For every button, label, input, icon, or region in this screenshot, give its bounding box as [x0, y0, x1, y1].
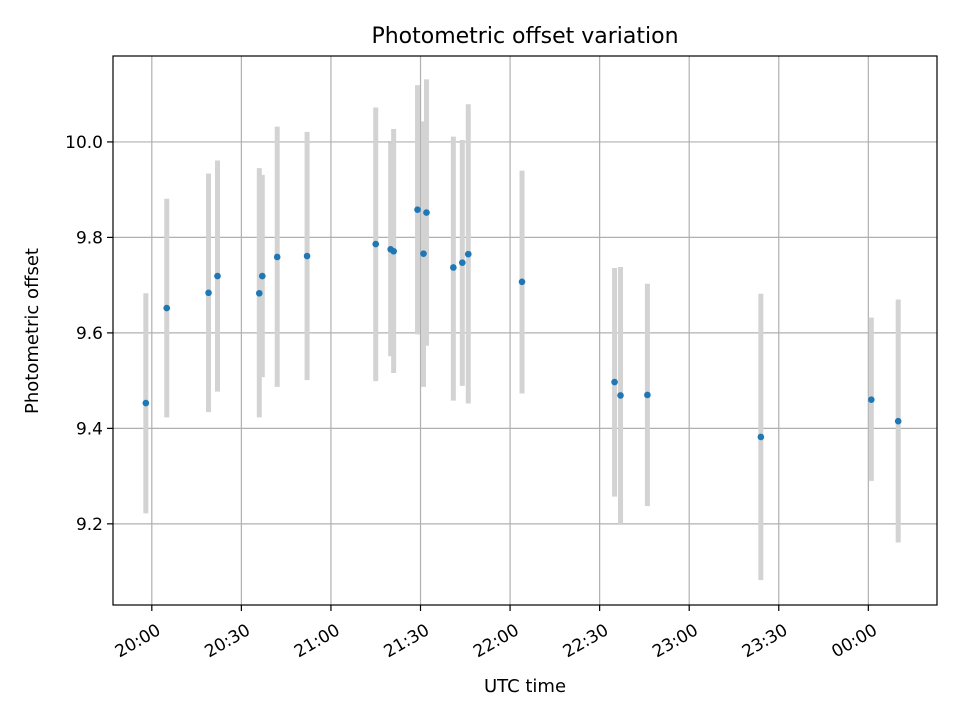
- x-axis-ticks: 20:00 20:30 21:00 21:30 22:00 22:30 23:00 23:30…: [112, 605, 881, 662]
- plot-frame: [112, 55, 938, 606]
- data-point: [611, 378, 618, 386]
- data-point: [372, 240, 380, 248]
- point-layer: [142, 206, 902, 441]
- x-tick-label: 22:00: [470, 620, 522, 662]
- y-tick-label: 10.0: [65, 133, 103, 153]
- x-tick-label: 23:30: [739, 620, 791, 662]
- data-point: [450, 264, 457, 271]
- x-tick-label: 00:00: [828, 620, 880, 662]
- x-tick-label: 20:00: [112, 620, 164, 662]
- data-point: [142, 399, 150, 407]
- y-axis-ticks: 9.2 9.4 9.6 9.8 10.0: [65, 133, 113, 535]
- data-point: [255, 289, 263, 297]
- data-point: [163, 304, 171, 312]
- y-tick-label: 9.2: [76, 515, 103, 535]
- x-tick-label: 22:30: [560, 620, 612, 662]
- y-axis-label: Photometric offset: [22, 248, 43, 414]
- data-point: [894, 417, 902, 425]
- data-point: [205, 289, 212, 297]
- data-point: [303, 252, 311, 260]
- x-tick-label: 23:00: [649, 620, 701, 662]
- x-tick-label: 21:00: [291, 620, 343, 662]
- x-tick-label: 21:30: [381, 620, 433, 662]
- data-point: [390, 247, 397, 255]
- data-point: [258, 272, 266, 280]
- data-point: [464, 250, 472, 258]
- grid-layer: [113, 56, 937, 605]
- data-point: [617, 392, 624, 399]
- data-point: [518, 278, 526, 286]
- data-point: [868, 396, 875, 404]
- data-point: [423, 209, 430, 216]
- data-point: [644, 391, 651, 399]
- x-axis-label: UTC time: [484, 676, 566, 697]
- y-tick-label: 9.8: [76, 228, 103, 248]
- y-tick-label: 9.6: [76, 324, 103, 344]
- x-tick-label: 20:30: [201, 620, 253, 662]
- y-tick-label: 9.4: [76, 419, 103, 439]
- data-point: [459, 259, 466, 267]
- chart-title: Photometric offset variation: [371, 24, 678, 49]
- data-point: [273, 253, 281, 261]
- data-point: [414, 206, 421, 214]
- data-point: [420, 250, 427, 257]
- data-point: [757, 433, 765, 441]
- data-point: [214, 272, 221, 280]
- errorbar-layer: [143, 79, 901, 581]
